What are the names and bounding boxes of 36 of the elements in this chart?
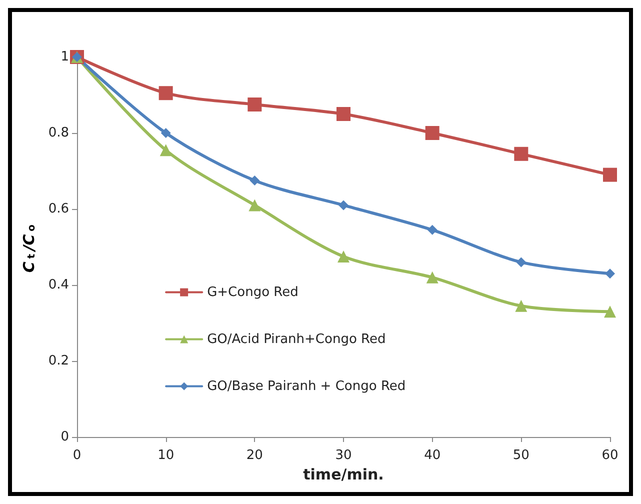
- legend-label: GO/Base Pairanh + Congo Red: [207, 378, 406, 394]
- point: [158, 86, 173, 100]
- x-axis-title: time/min.: [303, 466, 384, 484]
- point: [338, 250, 350, 262]
- y-tick-label: 1: [60, 50, 69, 64]
- point: [250, 176, 260, 186]
- x-tick-label: 20: [246, 448, 263, 463]
- point: [605, 268, 615, 279]
- x-tick-label: 10: [158, 448, 174, 463]
- y-tick-label: 0.4: [48, 278, 69, 292]
- point: [426, 271, 438, 284]
- point: [248, 199, 261, 212]
- point: [514, 146, 528, 161]
- x-tick-label: 30: [335, 448, 352, 463]
- point: [603, 168, 617, 182]
- y-tick-label: 0: [60, 430, 69, 444]
- y-tick-label: 0.2: [48, 354, 69, 368]
- point: [248, 98, 262, 112]
- point: [160, 128, 171, 138]
- y-axis-title: Ct/Co: [20, 224, 38, 273]
- point: [160, 144, 172, 156]
- x-tick-label: 0: [72, 448, 82, 463]
- x-tick-label: 40: [424, 448, 441, 463]
- point: [338, 200, 348, 210]
- y-tick-label: 0.6: [48, 202, 69, 216]
- point: [604, 306, 616, 318]
- x-tick-label: 60: [602, 448, 618, 463]
- point: [516, 257, 526, 268]
- point: [515, 300, 528, 312]
- point: [425, 126, 440, 140]
- legend-label: GO/Acid Piranh+Congo Red: [207, 332, 386, 347]
- x-tick-label: 50: [512, 448, 530, 463]
- point: [427, 224, 438, 235]
- point: [336, 107, 350, 121]
- y-tick-label: 0.8: [48, 126, 69, 140]
- legend-label: G+Congo Red: [207, 284, 298, 300]
